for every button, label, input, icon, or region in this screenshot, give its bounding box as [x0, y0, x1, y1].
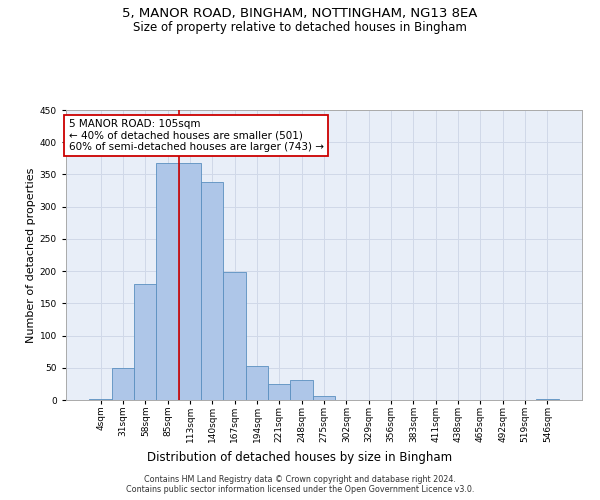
Bar — [179, 164, 201, 400]
Bar — [268, 384, 290, 400]
Bar — [201, 182, 223, 400]
Bar — [112, 368, 134, 400]
Bar — [157, 164, 179, 400]
Text: 5 MANOR ROAD: 105sqm
← 40% of detached houses are smaller (501)
60% of semi-deta: 5 MANOR ROAD: 105sqm ← 40% of detached h… — [68, 118, 323, 152]
Text: Distribution of detached houses by size in Bingham: Distribution of detached houses by size … — [148, 451, 452, 464]
Bar — [223, 272, 246, 400]
Bar — [246, 366, 268, 400]
Bar — [89, 398, 112, 400]
Text: Size of property relative to detached houses in Bingham: Size of property relative to detached ho… — [133, 21, 467, 34]
Bar — [313, 396, 335, 400]
Y-axis label: Number of detached properties: Number of detached properties — [26, 168, 35, 342]
Text: Contains HM Land Registry data © Crown copyright and database right 2024.
Contai: Contains HM Land Registry data © Crown c… — [126, 474, 474, 494]
Text: 5, MANOR ROAD, BINGHAM, NOTTINGHAM, NG13 8EA: 5, MANOR ROAD, BINGHAM, NOTTINGHAM, NG13… — [122, 8, 478, 20]
Bar — [134, 284, 157, 400]
Bar — [290, 380, 313, 400]
